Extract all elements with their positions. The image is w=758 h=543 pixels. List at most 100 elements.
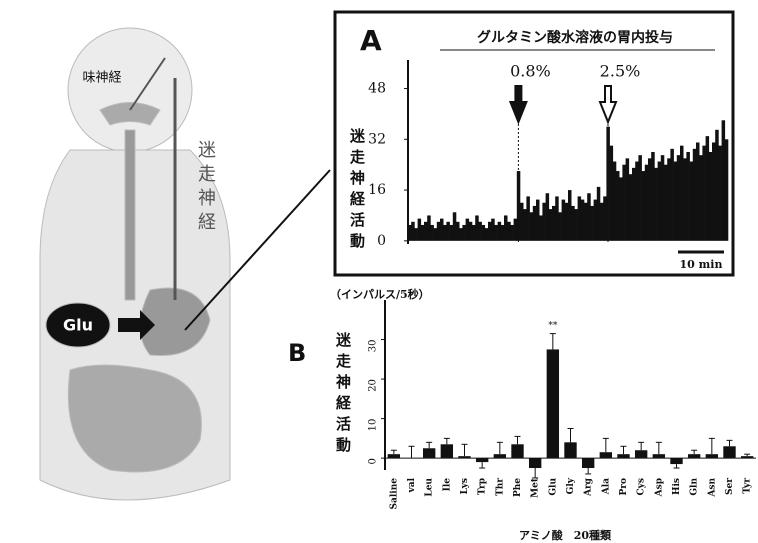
trace-bar — [453, 212, 457, 241]
trace-bar — [440, 219, 444, 241]
trace-bar — [571, 206, 575, 241]
trace-bar — [526, 196, 530, 240]
trace-bar — [549, 209, 553, 241]
bar — [511, 444, 523, 458]
y-tick-label: 0 — [368, 458, 379, 464]
y-tick-label: 30 — [368, 340, 379, 353]
x-tick-label: Leu — [425, 478, 435, 497]
trace-bar — [603, 196, 607, 240]
trace-bar — [414, 228, 418, 241]
trace-bar — [686, 152, 690, 241]
trace-bar — [427, 215, 431, 240]
trace-bar — [434, 228, 438, 241]
x-tick-label: Tyr — [743, 478, 753, 494]
trace-bar — [584, 203, 588, 241]
vagus-label: 迷走神経 — [195, 140, 216, 236]
y-tick-label: 10 — [368, 419, 379, 432]
trace-bar — [722, 120, 726, 241]
bar — [529, 458, 541, 468]
bar — [582, 458, 594, 468]
trace-bar — [555, 196, 559, 240]
trace-bar — [491, 219, 495, 241]
trace-bar — [533, 206, 537, 241]
trace-bar — [568, 190, 572, 241]
trace-bar — [482, 225, 486, 241]
trace-bar — [488, 222, 492, 241]
bar — [388, 454, 400, 458]
trace-bar — [610, 146, 614, 241]
trace-bar — [587, 193, 591, 241]
x-tick-label: Asn — [707, 478, 717, 498]
bar — [688, 454, 700, 458]
bar — [635, 450, 647, 458]
figure: 味神経 迷走神経 Glu 0163248Aグルタミン酸水溶液の胃内投与迷走神経活… — [0, 0, 758, 543]
trace-bar — [642, 171, 646, 241]
trace-bar — [696, 142, 700, 240]
body-illustration — [40, 28, 330, 500]
trace-bar — [430, 225, 434, 241]
significance: ** — [548, 321, 558, 331]
x-tick-label: Glu — [548, 478, 558, 496]
unit-label: （インパルス/5秒） — [330, 287, 430, 301]
trace-bar — [590, 206, 594, 241]
trace-bar — [510, 225, 514, 241]
trace-bar — [654, 168, 658, 241]
trace-bar — [472, 225, 476, 241]
trace-bar — [677, 155, 681, 241]
trace-bar — [622, 165, 626, 241]
bar — [741, 456, 753, 458]
trace-bar — [542, 203, 546, 241]
x-tick-label: val — [407, 477, 417, 493]
trace-bar — [661, 155, 665, 241]
bar — [653, 454, 665, 458]
bar — [494, 454, 506, 458]
trace-bar — [613, 162, 617, 241]
x-tick-label: Arg — [584, 477, 594, 497]
bar — [458, 456, 470, 458]
trace-bar — [565, 203, 569, 241]
bar — [476, 458, 488, 462]
trace-bar — [459, 228, 463, 241]
trace-bar — [581, 200, 585, 241]
taste-nerve-label: 味神経 — [82, 71, 121, 86]
trace-bar — [629, 174, 633, 241]
trace-bar — [536, 200, 540, 241]
x-tick-label: Ile — [442, 478, 452, 492]
x-tick-label: Trp — [478, 478, 488, 495]
bar — [547, 349, 559, 458]
x-tick-label: Gln — [690, 478, 700, 496]
trace-bar — [498, 222, 502, 241]
trace-bar — [667, 158, 671, 240]
trace-bar — [424, 222, 428, 241]
trace-bar — [664, 165, 668, 241]
trace-bar — [578, 196, 582, 240]
trace-bar — [558, 212, 562, 241]
trace-bar — [501, 225, 505, 241]
x-tick-label: Phe — [513, 478, 523, 497]
trace-bar — [645, 165, 649, 241]
trace-bar — [530, 212, 534, 241]
trace-bar — [421, 225, 425, 241]
x-label: アミノ酸 20種類 — [519, 528, 612, 542]
bar — [670, 458, 682, 464]
bar — [617, 454, 629, 458]
trace-bar — [546, 193, 550, 241]
trace-bar — [456, 222, 460, 241]
trace-bar — [597, 187, 601, 241]
glu-label: Glu — [63, 316, 93, 335]
x-tick-label: Saline — [389, 478, 399, 510]
scale-bar-label: 10 min — [680, 258, 723, 271]
trace-bar — [715, 130, 719, 241]
trace-bar — [699, 155, 703, 241]
trace-bar — [552, 206, 556, 241]
x-tick-label: His — [672, 478, 682, 495]
y-tick-label: 16 — [368, 182, 386, 198]
trace-bar — [411, 222, 415, 241]
trace-bar — [446, 222, 450, 241]
annotation: 0.8% — [510, 62, 551, 81]
bar — [564, 442, 576, 458]
x-tick-label: Gly — [566, 477, 576, 494]
trace-bar — [648, 158, 652, 240]
bar — [441, 444, 453, 458]
y-tick-label: 48 — [368, 81, 386, 97]
